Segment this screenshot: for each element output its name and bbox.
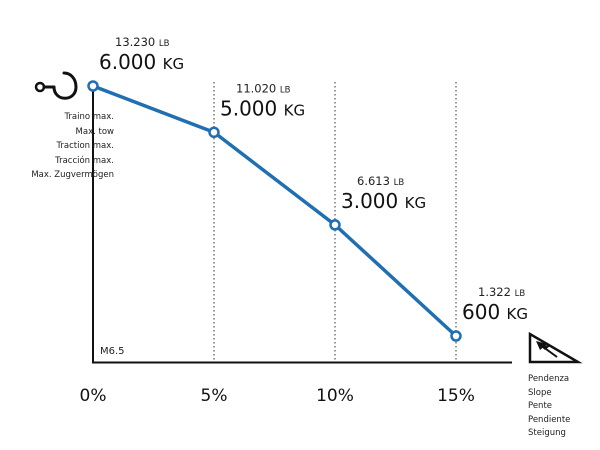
y-axis-label-fr: Traction max. [56,141,114,151]
kg-label-0pct: 6.000 KG [99,50,184,74]
x-tick-label-0pct: 0% [80,386,107,406]
lb-label-5pct: 11.020 LB [236,81,291,95]
data-point-15pct [450,330,462,342]
kg-label-5pct: 5.000 KG [220,96,305,120]
x-axis-label-fr: Pente [528,401,553,411]
y-axis-label-it: Traino max. [64,112,114,122]
lb-label-0pct: 13.230 LB [115,35,170,49]
y-axis-label-es: Tracción max. [55,155,114,166]
model-label: M6.5 [100,346,125,357]
kg-label-10pct: 3.000 KG [341,189,426,213]
lb-label-15pct: 1.322 LB [478,285,525,299]
kg-label-15pct: 600 KG [462,300,528,324]
data-point-0pct [87,80,99,92]
lb-label-10pct: 6.613 LB [357,174,404,188]
data-point-10pct [329,219,341,231]
slope-triangle-icon [528,331,583,364]
x-tick-label-15pct: 15% [437,386,475,406]
tow-hook-icon [34,71,78,100]
x-axis-label-block: Pendenza Slope Pente Pendiente Steigung [528,373,570,441]
y-axis-label-en: Max. tow [75,126,114,137]
x-tick-label-5pct: 5% [201,386,228,406]
y-axis-label-block: Traino max. Max. tow Traction max. Tracc… [31,110,114,183]
x-axis-label-en: Slope [528,387,552,398]
x-axis-label-es: Pendiente [528,414,571,425]
x-axis-label-it: Pendenza [528,374,570,384]
data-point-5pct [208,126,220,139]
y-axis-label-de: Max. Zugvermögen [31,170,114,180]
x-axis-label-de: Steigung [528,428,566,438]
series-line [91,84,458,338]
x-tick-label-10pct: 10% [316,386,354,406]
